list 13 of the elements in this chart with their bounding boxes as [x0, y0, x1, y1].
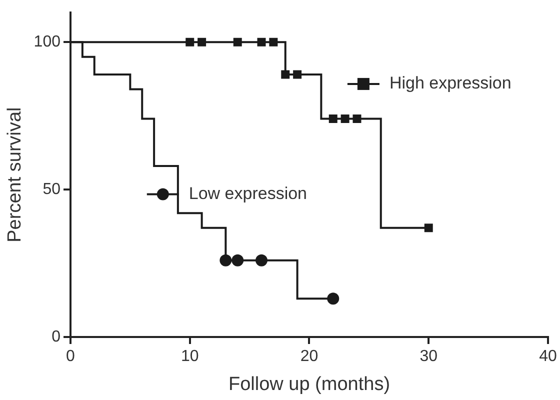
x-tick-label: 20 — [300, 348, 318, 366]
legend-label: High expression — [389, 74, 512, 93]
y-axis-title: Percent survival — [4, 107, 26, 242]
x-axis-title: Follow up (months) — [228, 374, 390, 395]
legend-label: Low expression — [188, 184, 308, 203]
x-tick-label: 30 — [420, 348, 438, 366]
x-tick-label: 10 — [180, 348, 199, 366]
y-tick-label: 50 — [42, 180, 61, 198]
point — [327, 292, 340, 305]
x-tick-label: 40 — [539, 348, 557, 366]
y-tick-label: 100 — [34, 33, 61, 50]
y-tick-label: 0 — [52, 328, 61, 346]
x-tick-label: 0 — [66, 348, 76, 366]
